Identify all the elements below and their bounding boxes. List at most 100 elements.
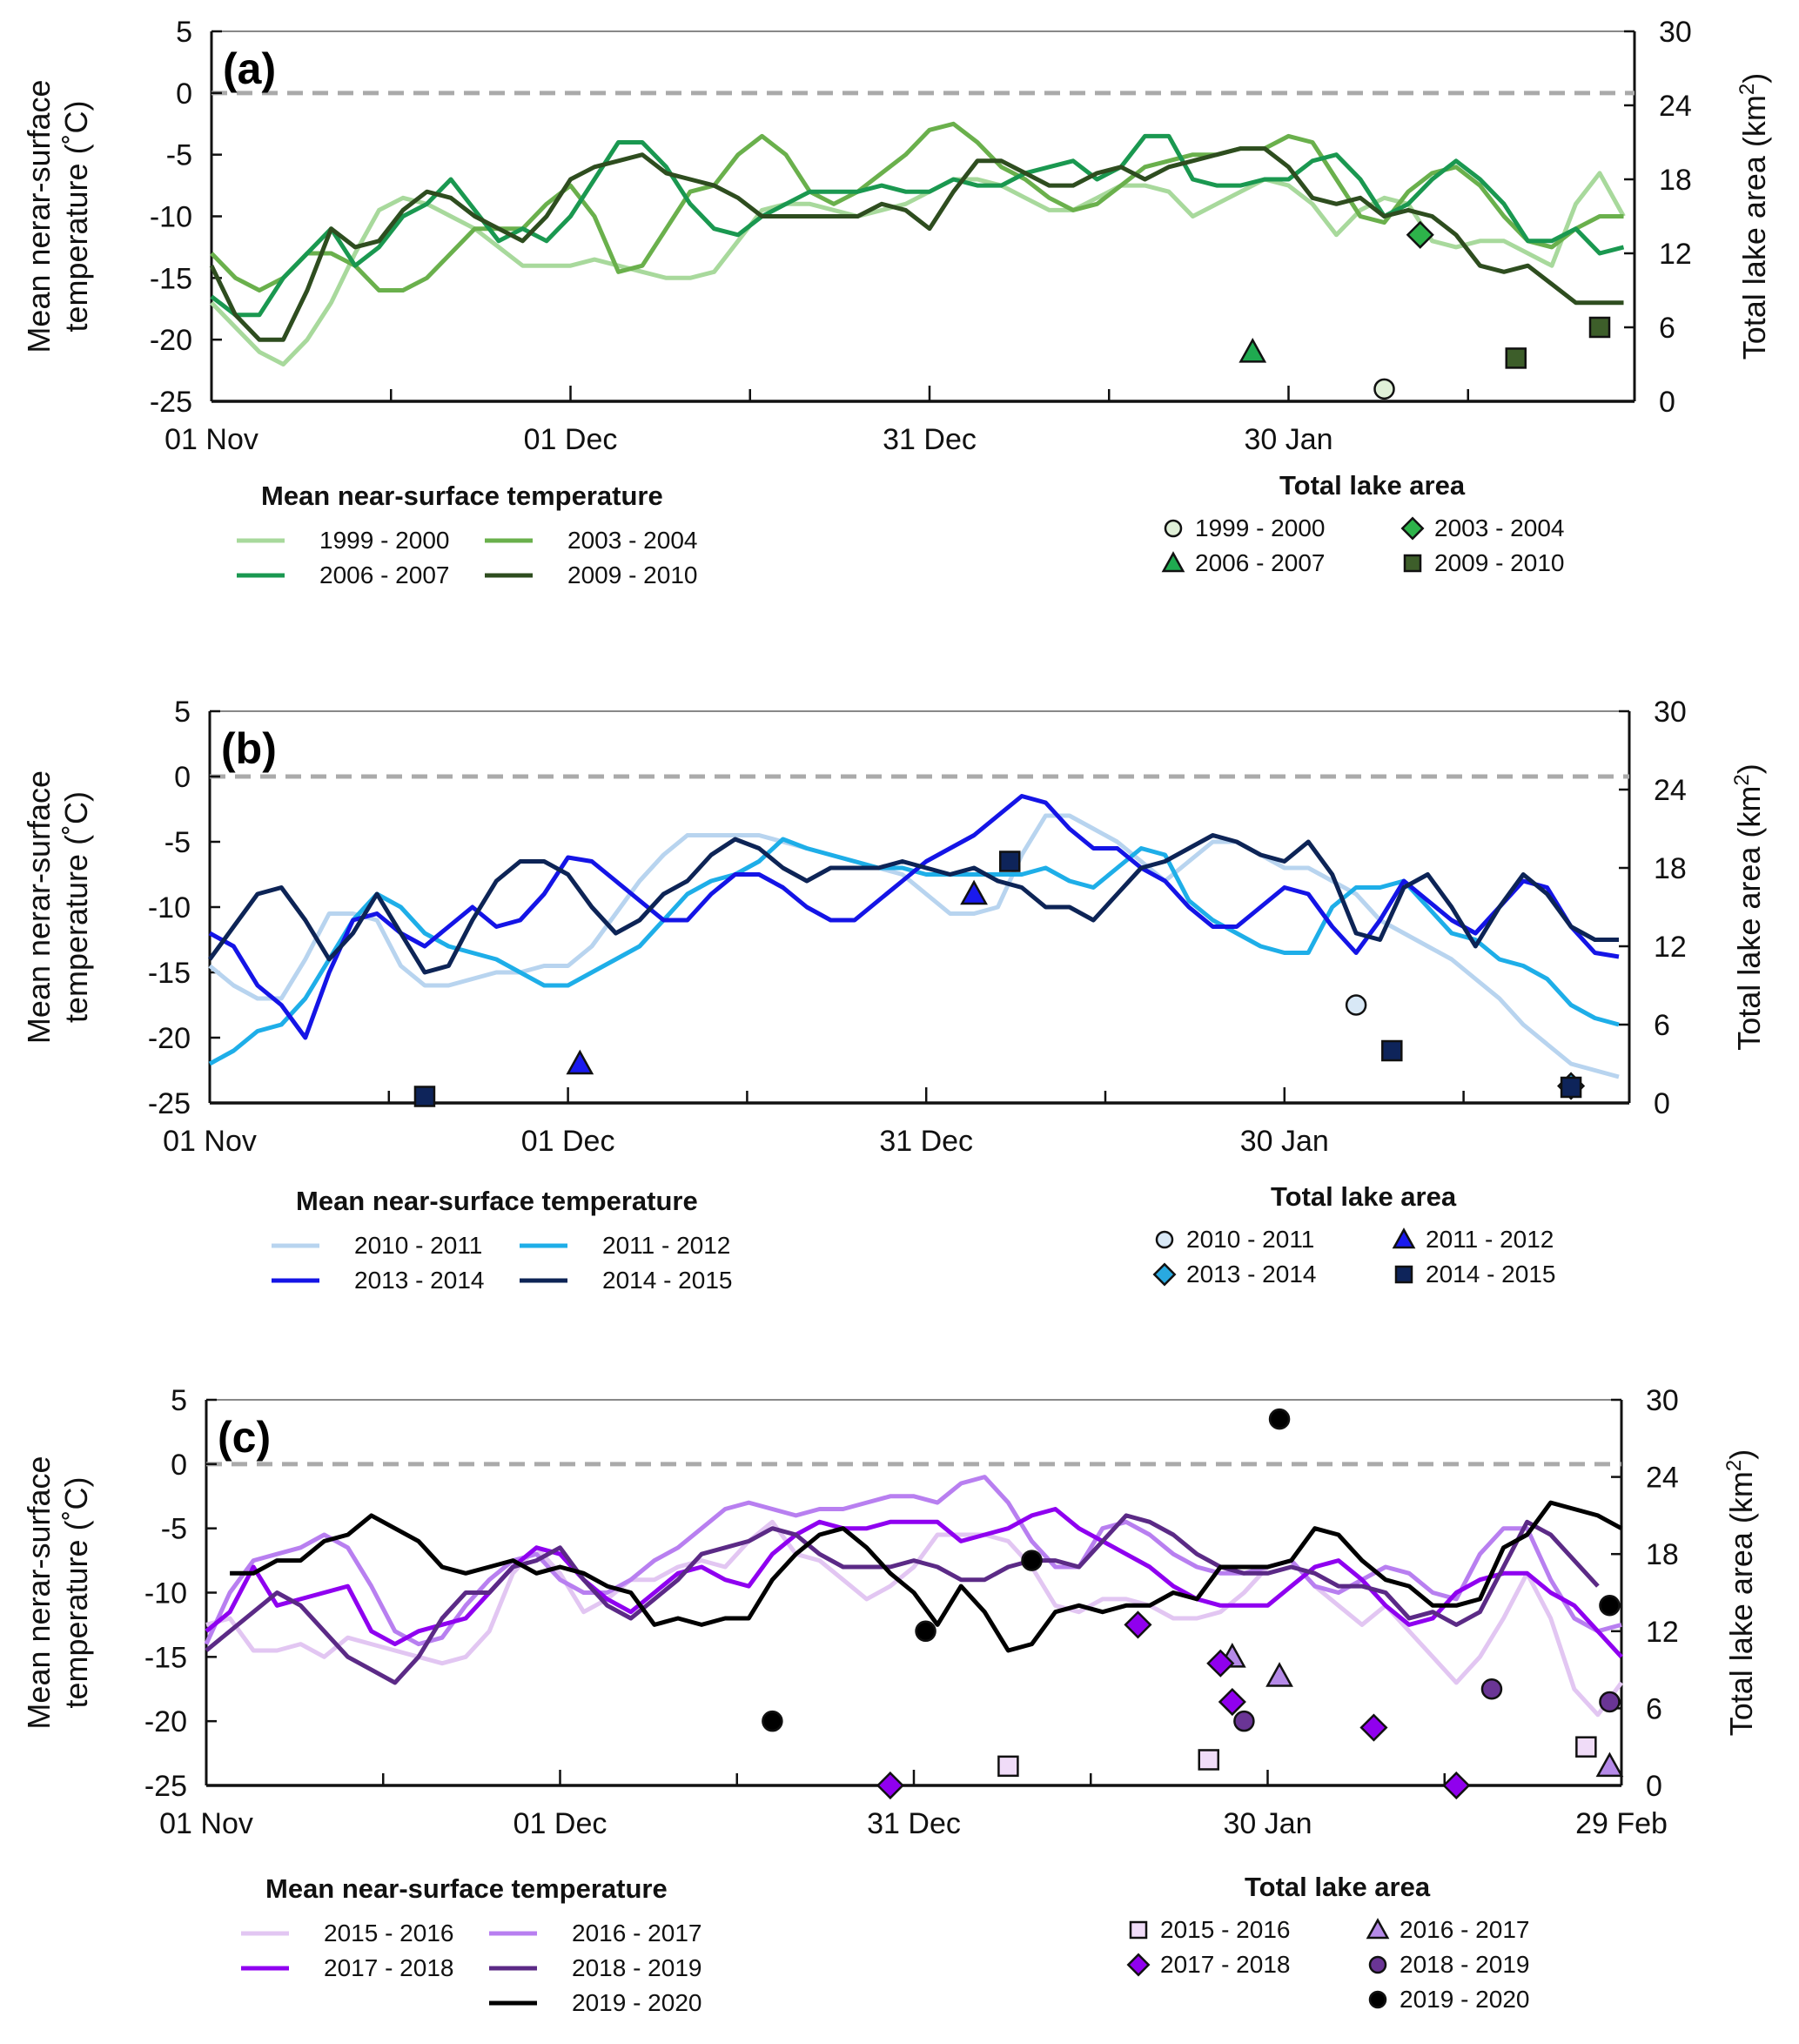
legend-area: Total lake area 1999 - 2000 2003 - 2004 200… bbox=[1161, 470, 1564, 576]
y-tick-label: 0 bbox=[176, 77, 192, 111]
legend-area-label: 2013 - 2014 bbox=[1186, 1261, 1316, 1288]
left-axis-title-line1: Mean nerar-surface bbox=[21, 79, 57, 353]
lake-area-marker-2019-2020 bbox=[1599, 1595, 1621, 1617]
legend-area-label: 2009 - 2010 bbox=[1434, 549, 1564, 576]
legend-temperature-label: 2011 - 2012 bbox=[602, 1232, 730, 1259]
legend-marker-swatch bbox=[1129, 1920, 1148, 1940]
y-tick-label: -5 bbox=[161, 1513, 187, 1546]
legend-marker-swatch bbox=[1394, 1265, 1413, 1284]
legend-marker-swatch bbox=[1126, 1953, 1151, 1977]
lake-area-marker-2014-2015 bbox=[998, 851, 1021, 872]
left-axis-title-line1: Mean nerar-surface bbox=[21, 1456, 57, 1729]
legend-temperature-label: 1999 - 2000 bbox=[319, 527, 449, 554]
y2-tick-label: 6 bbox=[1646, 1692, 1662, 1725]
legend-area-label: 2010 - 2011 bbox=[1186, 1226, 1314, 1253]
lake-area-marker-2003-2004 bbox=[1406, 220, 1434, 249]
temperature-line-2014-2015 bbox=[207, 833, 1619, 975]
temperature-line-2016-2017 bbox=[204, 1475, 1622, 1647]
legend-area-label: 2014 - 2015 bbox=[1426, 1261, 1555, 1288]
lake-area-marker-2006-2007 bbox=[1238, 338, 1267, 363]
legend-temperature-label: 2015 - 2016 bbox=[324, 1920, 453, 1947]
y2-tick-label: 18 bbox=[1654, 852, 1687, 885]
lake-area-marker-2016-2017 bbox=[1595, 1752, 1624, 1778]
x-tick-label: 30 Jan bbox=[1240, 1125, 1329, 1158]
y-tick-label: -20 bbox=[148, 1022, 191, 1055]
legend-temperature-title: Mean near-surface temperature bbox=[296, 1186, 698, 1216]
y2-tick-label: 30 bbox=[1654, 696, 1687, 729]
y2-tick-label: 6 bbox=[1654, 1009, 1670, 1042]
y2-tick-label: 0 bbox=[1646, 1770, 1662, 1803]
x-tick-label: 31 Dec bbox=[879, 1125, 973, 1158]
lake-area-marker-2018-2019 bbox=[1599, 1691, 1621, 1713]
y2-tick-label: 18 bbox=[1646, 1538, 1679, 1571]
panel-label: (b) bbox=[221, 724, 277, 773]
panel-label: (c) bbox=[218, 1413, 271, 1462]
temperature-line-2010-2011 bbox=[208, 813, 1620, 1079]
x-tick-label: 30 Jan bbox=[1223, 1807, 1312, 1840]
legend-temperature-label: 2003 - 2004 bbox=[567, 527, 697, 554]
legend-area-title: Total lake area bbox=[1271, 1181, 1457, 1212]
y2-tick-label: 24 bbox=[1659, 90, 1692, 123]
x-tick-label: 01 Dec bbox=[514, 1807, 607, 1840]
temperature-line-2019-2020 bbox=[230, 1500, 1623, 1653]
lake-area-marker-2017-2018 bbox=[876, 1771, 904, 1800]
legend-marker-swatch bbox=[1161, 551, 1185, 573]
lake-area-marker-1999-2000 bbox=[1373, 378, 1395, 400]
legend-area-label: 2003 - 2004 bbox=[1434, 514, 1564, 541]
legend-marker-swatch bbox=[1403, 554, 1422, 573]
legend-marker-swatch bbox=[1392, 1227, 1416, 1249]
y-tick-label: -15 bbox=[144, 1641, 187, 1674]
lake-area-marker-2014-2015 bbox=[413, 1086, 436, 1107]
x-tick-label: 31 Dec bbox=[867, 1807, 961, 1840]
legend-area: Total lake area 2010 - 2011 2011 - 2012 201… bbox=[1152, 1181, 1555, 1288]
y2-tick-label: 24 bbox=[1646, 1462, 1679, 1495]
legend-area-label: 2015 - 2016 bbox=[1160, 1916, 1290, 1943]
y-tick-label: -25 bbox=[144, 1770, 187, 1803]
legend-temperature-title: Mean near-surface temperature bbox=[261, 481, 663, 511]
y2-tick-label: 6 bbox=[1659, 312, 1675, 345]
legend-temperature-label: 2017 - 2018 bbox=[324, 1954, 453, 1981]
x-tick-label: 30 Jan bbox=[1244, 423, 1332, 456]
right-axis-title: Total lake area (km2) bbox=[1730, 763, 1768, 1050]
lake-area-marker-2009-2010 bbox=[1505, 347, 1527, 369]
lake-area-marker-2015-2016 bbox=[1198, 1749, 1219, 1771]
panel-label: (a) bbox=[223, 44, 276, 93]
panel-a: 5 0 -5 -10 -15 -20 -25 30 24 18 12 6 0 01 Nov 01 Dec 31… bbox=[21, 16, 1772, 588]
x-tick-label: 01 Nov bbox=[164, 423, 258, 456]
panel-b: 5 0 -5 -10 -15 -20 -25 30 24 18 12 6 0 01 Nov 01 Dec 31… bbox=[21, 696, 1767, 1294]
lake-area-marker-2017-2018 bbox=[1218, 1687, 1246, 1717]
y2-tick-label: 30 bbox=[1646, 1384, 1679, 1417]
y2-tick-label: 0 bbox=[1654, 1087, 1670, 1120]
legend-area-title: Total lake area bbox=[1245, 1872, 1431, 1902]
y-tick-label: -15 bbox=[150, 262, 192, 295]
left-axis-title-line2: temperature (˚C) bbox=[58, 100, 94, 332]
y-tick-label: 5 bbox=[176, 16, 192, 49]
lake-area-marker-2015-2016 bbox=[997, 1755, 1019, 1778]
legend-marker-swatch bbox=[1164, 519, 1183, 538]
lake-area-marker-2017-2018 bbox=[1442, 1771, 1471, 1800]
lake-area-marker-2019-2020 bbox=[762, 1710, 783, 1732]
legend-marker-swatch bbox=[1152, 1262, 1177, 1287]
y-tick-label: 5 bbox=[174, 696, 191, 729]
legend-temperature-label: 2018 - 2019 bbox=[572, 1954, 701, 1981]
lake-area-marker-2011-2012 bbox=[960, 879, 988, 905]
x-tick-label: 01 Dec bbox=[524, 423, 618, 456]
legend-marker-swatch bbox=[1400, 516, 1425, 541]
y2-tick-label: 24 bbox=[1654, 774, 1687, 807]
legend-temperature-label: 2019 - 2020 bbox=[572, 1989, 701, 2016]
x-tick-label: 01 Nov bbox=[159, 1807, 253, 1840]
legend-area-label: 2017 - 2018 bbox=[1160, 1951, 1290, 1978]
temperature-line-2006-2007 bbox=[210, 133, 1625, 318]
lake-area-marker-2017-2018 bbox=[1359, 1713, 1388, 1742]
lake-area-marker-2014-2015 bbox=[1381, 1039, 1403, 1062]
legend-area-label: 2016 - 2017 bbox=[1400, 1916, 1529, 1943]
temperature-line-2017-2018 bbox=[205, 1507, 1623, 1658]
y2-tick-label: 0 bbox=[1659, 386, 1675, 419]
temperature-line-1999-2000 bbox=[210, 171, 1626, 366]
y-tick-label: -20 bbox=[150, 324, 192, 357]
legend-temperature: Mean near-surface temperature 2010 - 2011… bbox=[272, 1186, 732, 1294]
y-tick-label: -20 bbox=[144, 1705, 187, 1738]
left-axis-title-line2: temperature (˚C) bbox=[58, 1476, 94, 1708]
legend-temperature: Mean near-surface temperature 1999 - 2000… bbox=[237, 481, 697, 588]
